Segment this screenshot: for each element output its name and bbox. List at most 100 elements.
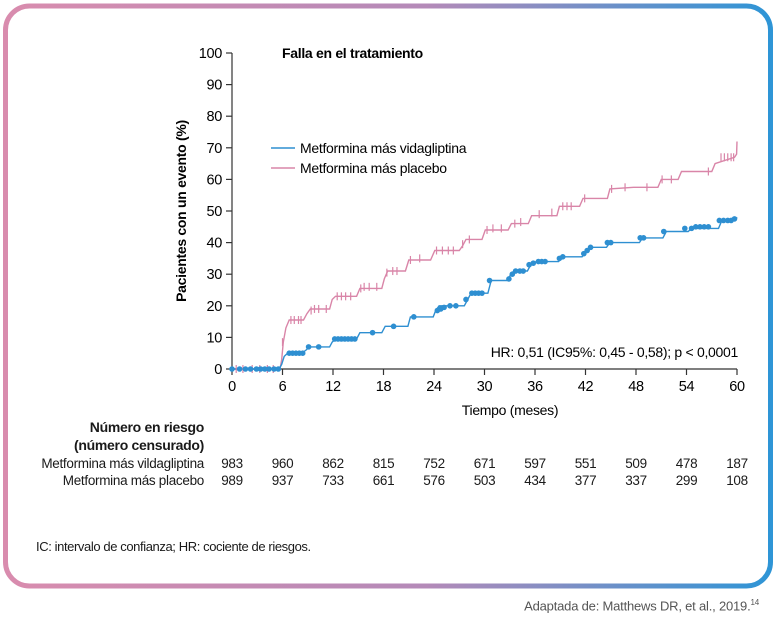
censor-dot — [447, 303, 453, 309]
censor-dot — [716, 217, 723, 224]
risk-value: 815 — [372, 456, 395, 471]
censor-dot — [411, 314, 417, 320]
risk-value: 478 — [675, 456, 698, 471]
x-tick-label: 54 — [679, 379, 695, 395]
censor-dot — [506, 276, 512, 282]
risk-value: 299 — [675, 473, 698, 488]
risk-value: 434 — [524, 473, 546, 488]
censor-dot — [247, 366, 254, 372]
censor-dot — [520, 268, 527, 274]
y-tick-label: 90 — [206, 78, 222, 94]
censor-dot — [486, 277, 493, 284]
frame-border — [3, 3, 773, 589]
censor-dot — [242, 366, 249, 372]
x-tick-label: 6 — [279, 379, 287, 395]
censor-dot — [315, 344, 322, 350]
censor-dot — [512, 268, 519, 274]
risk-value: 983 — [221, 456, 243, 471]
y-tick-label: 30 — [206, 267, 222, 283]
censor-dot — [305, 344, 312, 350]
x-tick-label: 30 — [477, 379, 493, 395]
censor-dot — [352, 336, 358, 342]
y-tick-label: 50 — [206, 204, 222, 220]
x-tick-label: 36 — [527, 379, 543, 395]
censor-dot — [640, 235, 647, 241]
censor-dot — [299, 350, 306, 357]
censor-dot — [701, 224, 707, 230]
x-tick-label: 48 — [628, 379, 644, 395]
x-axis-label: Tiempo (meses) — [462, 402, 558, 418]
axes: 0 10 20 30 40 50 60 70 80 90 100 0 6 12 18 24 30 36 42 48 54… — [199, 46, 746, 395]
x-tick-label: 60 — [729, 379, 745, 395]
x-tick-label: 24 — [426, 379, 442, 395]
risk-value: 937 — [271, 473, 294, 488]
y-tick-label: 40 — [206, 236, 222, 252]
risk-value: 752 — [423, 456, 445, 471]
x-tick-label: 18 — [376, 379, 392, 395]
censor-dot — [275, 366, 282, 372]
risk-value: 503 — [473, 473, 496, 488]
y-tick-label: 20 — [206, 299, 222, 315]
censor-dot — [236, 366, 243, 372]
footnote: IC: intervalo de confianza; HR: cociente… — [36, 539, 311, 554]
censor-dot — [542, 258, 548, 265]
legend: Metformina más vidagliptina Metformina m… — [271, 140, 467, 176]
y-tick-label: 100 — [199, 46, 223, 62]
risk-value: 551 — [574, 456, 597, 471]
risk-value: 187 — [726, 456, 748, 471]
censor-dot — [262, 366, 268, 372]
source-citation: Adaptada de: Matthews DR, et al., 2019.1… — [524, 598, 759, 613]
hr-annotation: HR: 0,51 (IC95%: 0,45 - 0,58); p < 0,000… — [491, 344, 739, 360]
x-tick-label: 42 — [578, 379, 594, 395]
source-superscript: 14 — [750, 598, 760, 607]
x-tick-label: 12 — [325, 379, 341, 395]
censor-dot — [530, 260, 537, 266]
censor-dot — [271, 366, 277, 372]
censor-dot — [587, 244, 594, 251]
source-text: Adaptada de: Matthews DR, et al., 2019. — [524, 598, 751, 614]
censor-dot — [559, 254, 566, 260]
y-tick-label: 10 — [206, 330, 222, 346]
legend-label-vildagliptina: Metformina más vidagliptina — [300, 140, 467, 156]
risk-value: 108 — [726, 473, 748, 488]
censor-dot — [253, 366, 260, 372]
risk-table-title-line1: Número en riesgo — [89, 419, 205, 435]
risk-value: 960 — [271, 456, 294, 471]
censor-marks — [229, 153, 738, 373]
censor-dot — [682, 225, 688, 232]
risk-value: 597 — [524, 456, 546, 471]
risk-value: 509 — [625, 456, 647, 471]
legend-label-placebo: Metformina más placebo — [300, 160, 447, 176]
censor-dot — [688, 225, 695, 232]
risk-value: 377 — [574, 473, 597, 488]
risk-value: 862 — [322, 456, 344, 471]
censor-dot — [266, 366, 272, 372]
risk-value: 661 — [372, 473, 395, 488]
risk-value: 671 — [473, 456, 496, 471]
censor-dot — [705, 224, 712, 230]
x-tick-label: 0 — [228, 379, 236, 395]
censor-dot — [526, 261, 532, 268]
censor-dot — [607, 239, 614, 246]
risk-table-title-line2: (número censurado) — [74, 437, 204, 453]
censor-dot — [453, 303, 459, 309]
censor-dot — [660, 228, 667, 235]
censor-dot — [697, 224, 703, 230]
y-tick-label: 60 — [206, 172, 222, 188]
censor-dot — [229, 366, 235, 372]
risk-value: 733 — [322, 473, 344, 488]
risk-row-label-placebo: Metformina más placebo — [62, 473, 205, 488]
risk-value: 989 — [221, 473, 243, 488]
censor-dot — [731, 216, 738, 222]
risk-row-label-vildagliptina: Metformina más vildagliptina — [41, 456, 204, 471]
censor-dot — [369, 329, 376, 336]
risk-value: 337 — [625, 473, 647, 488]
y-tick-label: 0 — [214, 362, 222, 378]
risk-value: 576 — [423, 473, 445, 488]
censor-dot — [390, 323, 397, 330]
censor-dot — [720, 217, 727, 224]
y-tick-label: 70 — [206, 141, 222, 157]
chart-title: Falla en el tratamiento — [282, 45, 423, 61]
censor-dot — [479, 290, 485, 296]
